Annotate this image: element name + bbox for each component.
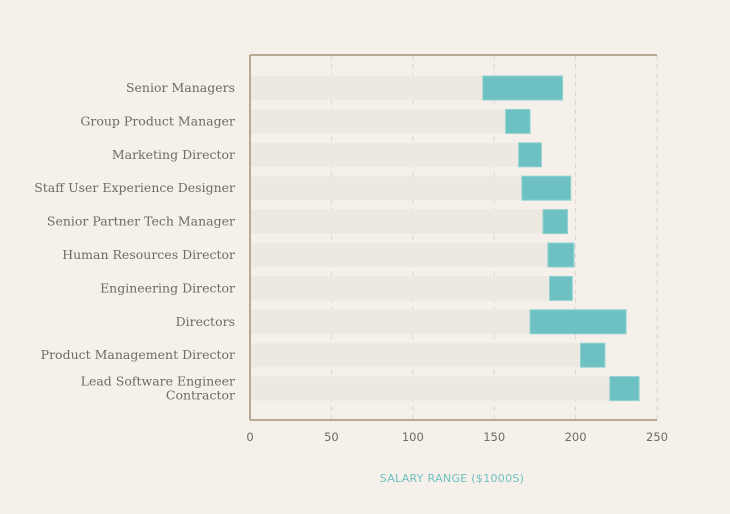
background-track [250, 343, 581, 368]
category-label: Marketing Director [112, 147, 235, 162]
salary-range-bar [529, 309, 627, 335]
x-tick-label: 200 [565, 430, 587, 444]
salary-range-bar [482, 75, 564, 101]
x-tick-label: 0 [246, 430, 253, 444]
background-track [250, 109, 506, 134]
category-label-line: Marketing Director [112, 147, 235, 162]
x-tick-label: 150 [483, 430, 505, 444]
category-label: Product Management Director [41, 347, 235, 362]
background-track [250, 309, 531, 334]
category-label: Lead Software Engineer Contractor [81, 374, 235, 403]
category-label: Directors [176, 314, 235, 329]
background-track [250, 276, 550, 301]
background-track [250, 243, 548, 267]
salary-range-bar [505, 108, 531, 134]
category-label-line: Engineering Director [100, 280, 235, 295]
background-track [250, 176, 522, 201]
category-label: Engineering Director [100, 280, 235, 295]
category-label: Staff User Experience Designer [34, 180, 235, 195]
salary-range-bar [549, 275, 573, 301]
category-label-line: Staff User Experience Designer [34, 180, 235, 195]
category-label-line: Group Product Manager [80, 113, 235, 128]
category-label: Senior Partner Tech Manager [47, 214, 235, 229]
category-labels: Senior Managers Group Product Manager Mark… [34, 80, 235, 403]
plot-frame [249, 54, 657, 421]
category-label-line: Senior Managers [126, 80, 235, 95]
x-tick-label: 250 [646, 430, 668, 444]
category-label-line: Product Management Director [41, 347, 235, 362]
salary-range-bar [579, 342, 606, 368]
salary-range-bar [547, 242, 575, 268]
background-track [250, 76, 483, 100]
category-label: Group Product Manager [80, 113, 235, 128]
category-label-line: Human Resources Director [62, 247, 235, 262]
background-track [250, 376, 610, 401]
gridlines [330, 55, 658, 420]
category-label: Senior Managers [126, 80, 235, 95]
salary-range-bar [518, 142, 542, 168]
x-tick-label: 100 [402, 430, 424, 444]
category-label: Human Resources Director [62, 247, 235, 262]
salary-range-bar [521, 175, 572, 201]
background-track [250, 209, 544, 234]
category-label-line: Contractor [166, 388, 235, 403]
category-label-line: Lead Software Engineer [81, 374, 235, 389]
x-tick-label: 50 [324, 430, 339, 444]
x-tick-labels: 0 50 100 150 200 250 [246, 430, 668, 444]
x-axis-title: SALARY RANGE ($1000S) [380, 472, 525, 485]
background-tracks [250, 76, 610, 401]
range-bars [482, 75, 640, 402]
category-label-line: Senior Partner Tech Manager [47, 214, 235, 229]
salary-range-bar [609, 376, 640, 402]
category-label-line: Directors [176, 314, 235, 329]
background-track [250, 142, 519, 167]
salary-range-bar [542, 209, 568, 235]
